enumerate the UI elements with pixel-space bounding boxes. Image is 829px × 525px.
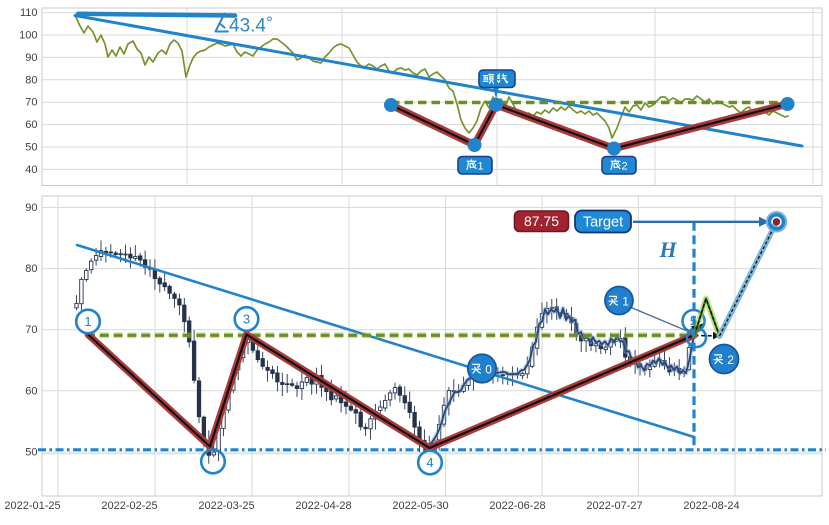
svg-text:1: 1 (84, 314, 91, 329)
svg-text:3: 3 (243, 312, 250, 327)
svg-text:2022-06-28: 2022-06-28 (489, 500, 545, 512)
svg-text:1: 1 (622, 294, 629, 308)
svg-text:50: 50 (25, 142, 37, 154)
svg-text:°: ° (266, 13, 273, 32)
svg-text:H: H (658, 237, 677, 262)
svg-text:80: 80 (25, 263, 37, 275)
svg-text:50: 50 (25, 446, 37, 458)
svg-text:60: 60 (25, 119, 37, 131)
svg-text:70: 70 (25, 97, 37, 109)
svg-text:40: 40 (25, 164, 37, 176)
svg-text:2: 2 (727, 353, 734, 367)
svg-text:Target: Target (583, 215, 623, 231)
svg-text:2022-02-25: 2022-02-25 (101, 500, 157, 512)
svg-text:100: 100 (19, 30, 37, 42)
svg-text:110: 110 (20, 7, 38, 19)
svg-text:70: 70 (25, 324, 37, 336)
svg-text:2022-03-25: 2022-03-25 (198, 500, 254, 512)
svg-text:87.75: 87.75 (524, 213, 559, 229)
svg-text:2: 2 (622, 161, 628, 173)
svg-text:2022-07-27: 2022-07-27 (586, 500, 642, 512)
svg-text:80: 80 (25, 74, 37, 86)
svg-text:2022-01-25: 2022-01-25 (4, 500, 60, 512)
svg-text:90: 90 (25, 202, 37, 214)
svg-text:43.4: 43.4 (229, 16, 266, 37)
svg-text:90: 90 (25, 52, 37, 64)
svg-text:60: 60 (25, 385, 37, 397)
svg-text:2022-05-30: 2022-05-30 (392, 500, 448, 512)
svg-text:2022-08-24: 2022-08-24 (683, 500, 739, 512)
svg-text:0: 0 (485, 362, 492, 376)
svg-text:1: 1 (478, 161, 484, 173)
svg-text:2022-04-28: 2022-04-28 (295, 500, 351, 512)
svg-text:4: 4 (426, 455, 433, 470)
